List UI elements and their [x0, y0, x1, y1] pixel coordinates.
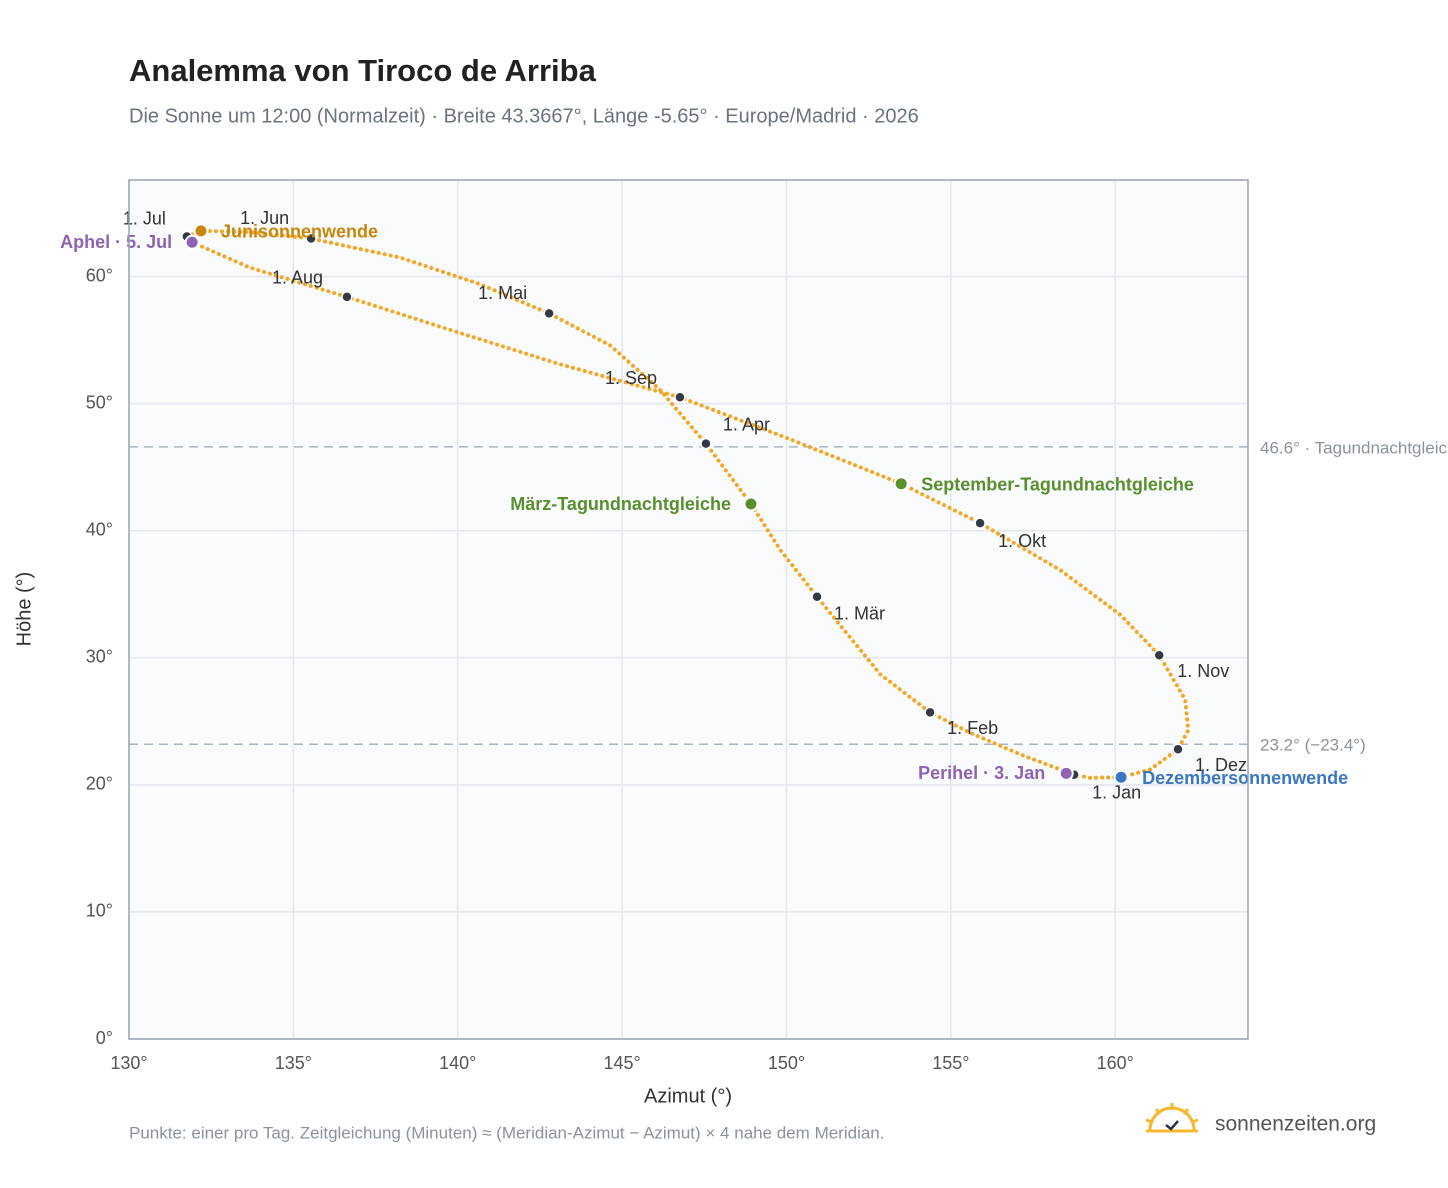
month-label: 1. Jul: [123, 208, 166, 228]
event-point: [743, 496, 759, 512]
y-tick-label: 20°: [86, 774, 113, 794]
month-label: 1. Dez: [1195, 755, 1247, 775]
y-tick-label: 10°: [86, 901, 113, 921]
month-point: [543, 307, 555, 320]
month-point: [1172, 743, 1184, 756]
y-axis-label: Höhe (°): [13, 572, 35, 647]
event-label: Junisonnenwende: [221, 222, 378, 242]
y-tick-label: 30°: [86, 647, 113, 667]
x-tick-label: 150°: [768, 1053, 805, 1073]
month-point: [305, 232, 317, 245]
event-label: März-Tagundnachtgleiche: [510, 494, 731, 514]
month-label: 1. Aug: [272, 268, 323, 288]
month-point: [811, 591, 823, 603]
event-label: Perihel · 3. Jan: [918, 763, 1045, 783]
month-label: 1. Mai: [478, 283, 527, 303]
x-tick-label: 130°: [110, 1053, 147, 1073]
plot-border: [128, 179, 1249, 1040]
month-point: [674, 391, 686, 404]
footnote: Punkte: einer pro Tag. Zeitgleichung (Mi…: [129, 1123, 885, 1142]
x-tick-label: 140°: [439, 1053, 476, 1073]
chart-title: Analemma von Tiroco de Arriba: [129, 53, 597, 88]
event-point: [1058, 765, 1074, 781]
brand: sonnenzeiten.org: [1215, 1113, 1376, 1136]
reference-label: 23.2° (−23.4°): [1260, 736, 1366, 755]
month-label: 1. Sep: [605, 368, 657, 388]
event-point: [1113, 769, 1129, 785]
y-tick-label: 0°: [96, 1028, 113, 1048]
chart-subtitle: Die Sonne um 12:00 (Normalzeit) · Breite…: [129, 105, 919, 127]
month-label: 1. Nov: [1177, 661, 1229, 681]
plot-area: [129, 180, 1248, 1039]
month-point: [924, 706, 936, 719]
x-tick-label: 145°: [603, 1053, 640, 1073]
event-point: [893, 476, 909, 492]
x-tick-label: 160°: [1097, 1053, 1134, 1073]
month-label: 1. Apr: [723, 414, 770, 434]
month-label: 1. Mär: [834, 604, 885, 624]
event-label: Aphel · 5. Jul: [60, 232, 172, 252]
event-label: September-Tagundnachtgleiche: [921, 474, 1194, 494]
event-label: Dezembersonnenwende: [1142, 768, 1348, 788]
month-label: 1. Okt: [998, 531, 1046, 551]
y-tick-label: 60°: [86, 265, 113, 285]
event-point: [184, 234, 200, 250]
y-tick-label: 40°: [86, 519, 113, 539]
logo-icon: [1145, 1103, 1199, 1133]
month-point: [974, 517, 986, 529]
marks: 1. Jan 1. Feb 1. Mär 1. Apr 1. Mai 1. Jun 1. J…: [60, 208, 1348, 802]
y-tick-label: 50°: [86, 392, 113, 412]
month-label: 1. Jun: [240, 208, 289, 228]
month-point: [1153, 649, 1165, 661]
x-tick-label: 135°: [275, 1053, 312, 1073]
x-axis-label: Azimut (°): [644, 1085, 732, 1107]
month-point: [341, 291, 353, 303]
month-point: [700, 437, 712, 450]
month-label: 1. Jan: [1092, 782, 1141, 802]
reference-label: 46.6° · Tagundnachtgleiche: [1260, 438, 1448, 457]
x-tick-label: 155°: [932, 1053, 969, 1073]
grid: [128, 180, 1248, 1040]
event-point: [193, 223, 209, 239]
month-label: 1. Feb: [947, 718, 998, 738]
